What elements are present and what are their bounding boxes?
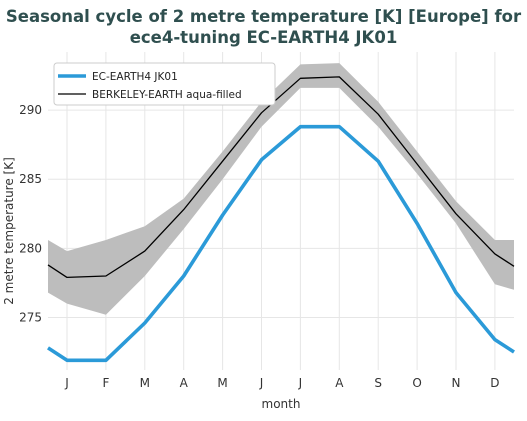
x-tick-label: J — [298, 376, 303, 390]
chart-title-line-2: ece4-tuning EC-EARTH4 JK01 — [129, 28, 398, 47]
x-tick-label: M — [217, 376, 227, 390]
chart-title: Seasonal cycle of 2 metre temperature [K… — [0, 6, 527, 48]
y-tick-label: 285 — [19, 172, 42, 186]
legend: EC-EARTH4 JK01 BERKELEY-EARTH aqua-fille… — [53, 62, 276, 106]
x-tick-label: A — [180, 376, 189, 390]
x-tick-label: D — [490, 376, 499, 390]
legend-label-ec-earth4: EC-EARTH4 JK01 — [92, 71, 178, 83]
chart-title-line-1: Seasonal cycle of 2 metre temperature [K… — [5, 7, 522, 26]
uncertainty-band-layer — [48, 63, 514, 315]
x-tick-label: N — [452, 376, 461, 390]
x-tick-label: J — [259, 376, 264, 390]
uncertainty-band — [48, 63, 514, 315]
x-tick-label: F — [102, 376, 109, 390]
y-tick-label: 280 — [19, 241, 42, 255]
x-axis-label: month — [262, 397, 301, 411]
y-axis-label: 2 metre temperature [K] — [2, 157, 16, 305]
series-line-ec-earth4 — [47, 124, 515, 363]
y-tick-label: 275 — [19, 310, 42, 324]
legend-box — [53, 62, 276, 106]
x-tick-label: O — [412, 376, 421, 390]
x-tick-label: M — [140, 376, 150, 390]
x-tick-label: J — [64, 376, 69, 390]
y-tick-label: 290 — [19, 103, 42, 117]
series-line-berkeley-earth — [47, 76, 515, 279]
x-tick-label: S — [374, 376, 382, 390]
x-tick-label: A — [335, 376, 344, 390]
series-lines-layer — [47, 76, 515, 363]
y-tick-labels: 275 280 285 290 — [19, 103, 42, 324]
legend-label-berkeley-earth: BERKELEY-EARTH aqua-filled — [92, 89, 242, 101]
